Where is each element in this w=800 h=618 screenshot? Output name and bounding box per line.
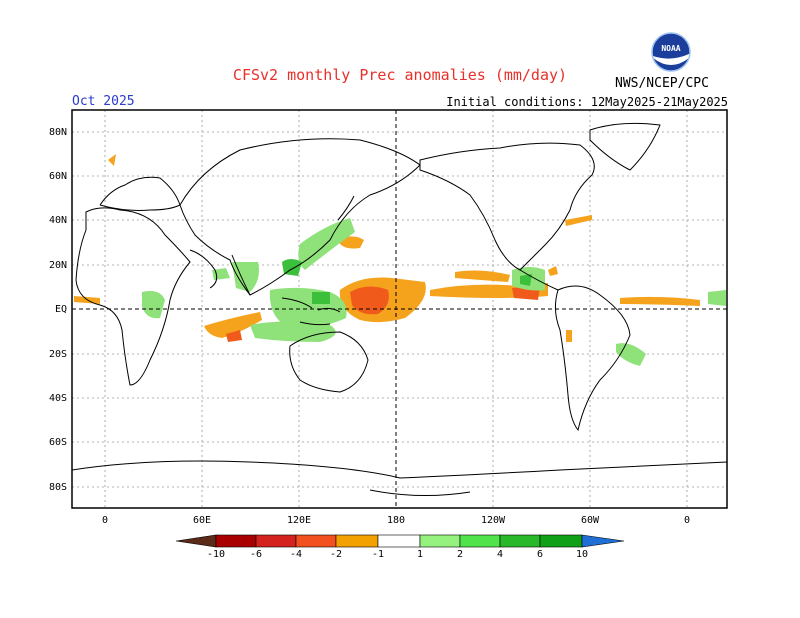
dry-anomalies	[74, 154, 700, 342]
forecast-month: Oct 2025	[72, 94, 135, 109]
lon-label: 180	[387, 515, 405, 526]
colorbar-swatch	[335, 534, 379, 548]
lat-label: 20S	[49, 349, 67, 360]
noaa-logo-icon: NOAA	[651, 32, 691, 72]
colorbar-label: 2	[457, 549, 463, 560]
lat-label: 40N	[49, 215, 67, 226]
colorbar-swatch	[539, 534, 583, 548]
colorbar-swatch	[215, 534, 257, 548]
colorbar	[175, 534, 625, 548]
colorbar-label: 10	[576, 549, 588, 560]
lon-label: 60W	[581, 515, 600, 526]
colorbar-arrow-high	[581, 534, 625, 548]
lat-labels: 80N 60N 40N 20N EQ 20S 40S 60S 80S	[49, 127, 67, 493]
colorbar-label: -6	[250, 549, 262, 560]
colorbar-swatch	[459, 534, 501, 548]
colorbar-label: -2	[330, 549, 342, 560]
lon-label: 0	[684, 515, 690, 526]
reference-lines	[72, 110, 727, 508]
lon-label: 120E	[287, 515, 311, 526]
lat-label: 40S	[49, 393, 67, 404]
colorbar-arrow-low	[175, 534, 217, 548]
lat-label: 80S	[49, 482, 67, 493]
lon-label: 120W	[481, 515, 506, 526]
colorbar-swatch	[255, 534, 297, 548]
lon-label: 0	[102, 515, 108, 526]
lat-label: 80N	[49, 127, 67, 138]
colorbar-swatch	[377, 534, 421, 548]
lon-labels: 0 60E 120E 180 120W 60W 0	[102, 515, 690, 526]
initial-conditions: Initial conditions: 12May2025-21May2025	[446, 95, 728, 109]
colorbar-label: -4	[290, 549, 302, 560]
colorbar-label: 1	[417, 549, 423, 560]
wet-anomalies	[142, 218, 726, 366]
colorbar-label: 4	[497, 549, 503, 560]
map-content	[72, 110, 727, 508]
lat-label: 60S	[49, 437, 67, 448]
lon-label: 60E	[193, 515, 211, 526]
colorbar-label: 6	[537, 549, 543, 560]
colorbar-swatch	[419, 534, 461, 548]
map-frame	[71, 109, 728, 509]
lat-label: 20N	[49, 260, 67, 271]
lat-label: EQ	[55, 304, 67, 315]
colorbar-swatch	[295, 534, 337, 548]
map-title: CFSv2 monthly Prec anomalies (mm/day)	[232, 66, 568, 84]
logo-text: NOAA	[661, 44, 680, 53]
lat-label: 60N	[49, 171, 67, 182]
colorbar-labels: -10 -6 -4 -2 -1 1 2 4 6 10	[207, 549, 588, 560]
gridlines	[72, 110, 727, 508]
colorbar-label: -10	[207, 549, 225, 560]
agency-label: NWS/NCEP/CPC	[615, 76, 709, 91]
coastlines	[72, 122, 727, 497]
colorbar-label: -1	[372, 549, 384, 560]
colorbar-swatch	[499, 534, 541, 548]
